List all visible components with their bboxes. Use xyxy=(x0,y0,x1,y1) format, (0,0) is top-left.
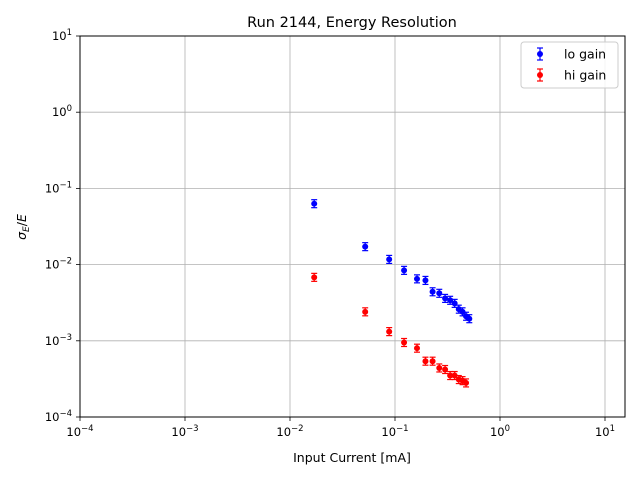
data-point xyxy=(413,275,420,282)
x-tick-label: 10−1 xyxy=(381,424,408,439)
data-point xyxy=(422,277,429,284)
data-point xyxy=(459,308,466,315)
x-tick-label: 100 xyxy=(490,424,510,439)
data-point xyxy=(447,297,454,304)
data-point xyxy=(386,256,393,263)
x-axis-label: Input Current [mA] xyxy=(293,450,411,465)
y-tick-label: 10−4 xyxy=(45,409,72,424)
y-axis-label: σE/E xyxy=(14,214,32,240)
series-hi-gain xyxy=(311,272,470,388)
x-tick-label: 10−4 xyxy=(66,424,93,439)
data-point xyxy=(311,274,318,281)
legend-box xyxy=(520,41,619,89)
legend-label: lo gain xyxy=(564,47,606,62)
y-tick-label: 10−3 xyxy=(45,333,72,348)
data-point xyxy=(362,243,369,250)
axis-ticks: 10−4 10−3 10−2 10−1 100 101 10−4 10−3 10−2 10−1 10… xyxy=(45,28,615,439)
data-point xyxy=(413,345,420,352)
y-tick-label: 100 xyxy=(52,104,72,119)
plot-area xyxy=(311,199,473,388)
series-lo-gain xyxy=(311,199,473,324)
legend: lo gain hi gain xyxy=(520,41,619,89)
data-point xyxy=(362,308,369,315)
y-tick-label: 10−1 xyxy=(45,180,72,195)
data-point xyxy=(436,364,443,371)
data-point xyxy=(401,267,408,274)
data-point xyxy=(442,295,449,302)
data-point xyxy=(422,358,429,365)
data-point xyxy=(429,358,436,365)
data-point xyxy=(463,379,470,386)
plot-frame xyxy=(79,35,626,418)
data-point xyxy=(311,200,318,207)
data-point xyxy=(447,372,454,379)
data-point xyxy=(401,339,408,346)
x-tick-label: 101 xyxy=(595,424,615,439)
x-tick-label: 10−2 xyxy=(276,424,303,439)
y-tick-label: 10−2 xyxy=(45,257,72,272)
y-tick-label: 101 xyxy=(52,28,72,43)
data-point xyxy=(386,328,393,335)
grid xyxy=(79,35,625,418)
data-point xyxy=(466,315,473,322)
data-point xyxy=(436,290,443,297)
data-point xyxy=(442,366,449,373)
data-point xyxy=(451,372,458,379)
legend-marker xyxy=(537,51,543,57)
legend-marker xyxy=(537,72,543,78)
legend-label: hi gain xyxy=(564,68,606,83)
chart-title: Run 2144, Energy Resolution xyxy=(247,15,457,31)
data-point xyxy=(429,288,436,295)
x-tick-label: 10−3 xyxy=(171,424,198,439)
